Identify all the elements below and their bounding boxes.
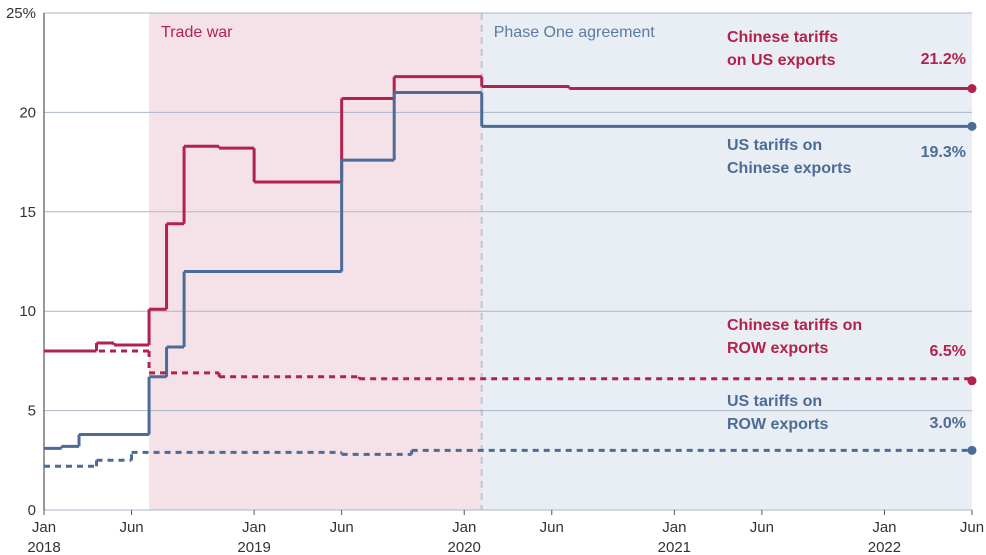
region — [149, 13, 482, 510]
series-label: Chinese tariffs on US exports — [727, 29, 838, 69]
x-year-label: 2021 — [658, 539, 691, 555]
x-tick-label: Jan — [452, 519, 476, 536]
y-tick-label: 0 — [28, 502, 36, 519]
x-year-label: 2019 — [237, 539, 270, 555]
x-tick-label: Jan — [662, 519, 686, 536]
series-label: Chinese tariffs on ROW exports — [727, 317, 862, 357]
region-label: Trade war — [161, 24, 233, 41]
series-label-line: ROW exports — [727, 340, 828, 357]
x-tick-label: Jan — [32, 519, 56, 536]
value-label: 3.0% — [930, 415, 966, 432]
series-label-line: Chinese tariffs — [727, 29, 838, 46]
series-label-line: US tariffs on — [727, 393, 822, 410]
series-label: US tariffs on ROW exports — [727, 393, 828, 433]
region — [481, 13, 972, 510]
series-label-line: ROW exports — [727, 416, 828, 433]
x-year-label: 2018 — [27, 539, 60, 555]
end-dot — [967, 84, 977, 94]
series — [44, 448, 972, 468]
x-tick-label: Jun — [960, 519, 984, 536]
x-tick-label: Jun — [540, 519, 564, 536]
x-year-label: 2020 — [448, 539, 481, 555]
series-label-line: US tariffs on — [727, 137, 822, 154]
y-tick-label: 25% — [6, 5, 36, 22]
x-tick-label: Jun — [750, 519, 774, 536]
end-dot — [967, 376, 977, 386]
series-label-line: on US exports — [727, 52, 836, 69]
series-label-line: Chinese exports — [727, 160, 852, 177]
x-tick-label: Jun — [330, 519, 354, 536]
x-tick-label: Jan — [872, 519, 896, 536]
end-dot — [967, 121, 977, 131]
x-tick-label: Jan — [242, 519, 266, 536]
region-label: Phase One agreement — [494, 24, 656, 41]
series — [44, 91, 972, 450]
x-tick-label: Jun — [119, 519, 143, 536]
value-label: 19.3% — [921, 144, 966, 161]
series-label-line: Chinese tariffs on — [727, 317, 862, 334]
x-year-label: 2022 — [868, 539, 901, 555]
series — [44, 75, 972, 353]
value-label: 6.5% — [930, 343, 966, 360]
y-tick-label: 5 — [28, 403, 36, 420]
series — [44, 349, 974, 381]
y-tick-label: 10 — [19, 303, 36, 320]
y-tick-label: 20 — [19, 104, 36, 121]
y-tick-label: 15 — [19, 204, 36, 221]
series-label: US tariffs on Chinese exports — [727, 137, 852, 177]
value-label: 21.2% — [921, 51, 966, 68]
end-dot — [967, 445, 977, 455]
